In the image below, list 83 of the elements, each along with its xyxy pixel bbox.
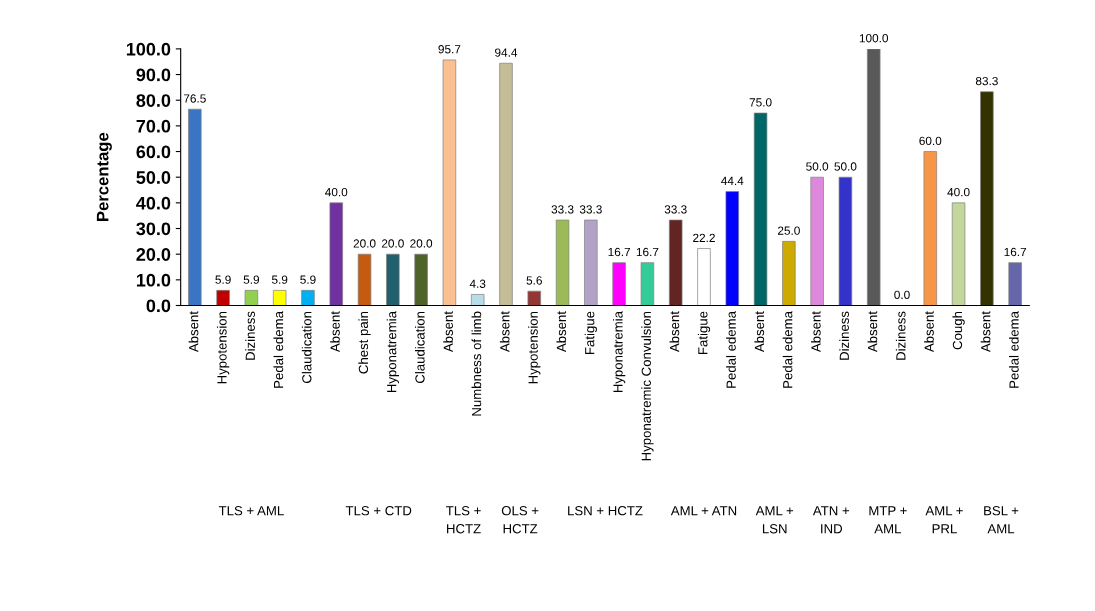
- x-tick-label: Pedal edema: [273, 311, 284, 388]
- x-tick-label: Pedal edema: [782, 311, 793, 388]
- y-tick-label: 50.0: [136, 171, 171, 184]
- data-label: 0.0: [894, 290, 910, 299]
- x-axis-title: AML + ATN: [670, 506, 737, 516]
- x-tick-label: Pedal edema: [726, 311, 736, 388]
- x-tick-label: Hypotension: [528, 311, 541, 384]
- y-axis-title: Percentage: [96, 132, 112, 221]
- y-tick-label: 20.0: [136, 248, 171, 261]
- data-label: 25.0: [777, 226, 800, 235]
- data-label: 33.3: [664, 205, 687, 214]
- x-tick-label: Claudication: [414, 311, 425, 383]
- data-label: 33.3: [579, 205, 602, 214]
- data-label: 5.9: [243, 275, 260, 284]
- x-axis-title: OLS + HCTZ: [501, 506, 539, 534]
- data-label: 20.0: [410, 239, 433, 248]
- data-label: 40.0: [947, 187, 970, 197]
- x-tick-label: Absent: [188, 311, 199, 353]
- y-tick-label: 100.0: [126, 42, 171, 56]
- data-label: 22.2: [693, 233, 715, 242]
- x-axis-title: LSN + HCTZ: [568, 506, 643, 516]
- x-tick-label: Pedal edema: [1009, 311, 1019, 388]
- x-tick-label: Absent: [499, 311, 510, 353]
- y-tick-label: 90.0: [136, 68, 171, 82]
- x-tick-label: Absent: [980, 311, 991, 353]
- x-tick-label: Hyponatremia: [386, 311, 399, 393]
- x-axis-title: AML + PRL: [925, 506, 963, 534]
- data-label: 40.0: [325, 187, 348, 197]
- x-axis-title: BSL + AML: [984, 506, 1019, 534]
- x-tick-label: Fatigue: [584, 311, 597, 354]
- data-label: 5.9: [271, 275, 288, 284]
- data-label: 44.4: [721, 176, 744, 185]
- x-tick-label: Absent: [443, 311, 453, 353]
- data-label: 75.0: [749, 98, 772, 107]
- data-label: 5.9: [300, 275, 316, 284]
- x-tick-label: Hypotension: [216, 311, 230, 384]
- x-tick-label: Hyponatremic Convulsion: [641, 311, 654, 461]
- x-tick-label: Diziness: [245, 311, 255, 360]
- x-axis-title: TLS + CTD: [345, 506, 412, 516]
- x-axis-title: TLS + HCTZ: [446, 506, 481, 534]
- data-label: 16.7: [608, 247, 631, 257]
- data-label: 16.7: [1004, 247, 1027, 257]
- data-label: 5.9: [215, 275, 231, 284]
- data-label: 20.0: [353, 239, 376, 248]
- x-axis-title: MTP + AML: [869, 506, 907, 534]
- x-tick-label: Absent: [867, 311, 878, 353]
- data-label: 16.7: [636, 247, 659, 257]
- data-label: 5.6: [526, 276, 542, 285]
- x-tick-label: Diziness: [895, 311, 906, 360]
- data-label: 94.4: [495, 48, 518, 57]
- x-tick-label: Fatigue: [697, 311, 711, 354]
- x-axis-title: AML + LSN: [755, 506, 794, 534]
- y-tick-label: 40.0: [136, 196, 171, 210]
- data-label: 100.0: [859, 34, 889, 43]
- data-label: 20.0: [381, 239, 404, 248]
- x-tick-label: Absent: [754, 311, 765, 353]
- y-tick-label: 70.0: [136, 119, 171, 133]
- x-tick-label: Absent: [556, 311, 567, 353]
- y-tick-label: 0.0: [146, 299, 171, 313]
- x-tick-label: Absent: [669, 311, 680, 353]
- y-tick-label: 30.0: [136, 222, 171, 236]
- data-label: 83.3: [975, 76, 998, 86]
- x-tick-label: Diziness: [839, 311, 849, 360]
- x-tick-label: Numbness of limb: [471, 311, 482, 416]
- x-tick-label: Absent: [330, 311, 340, 353]
- data-label: 76.5: [183, 94, 206, 103]
- data-label: 95.7: [438, 45, 461, 54]
- data-label: 33.3: [551, 205, 574, 214]
- x-tick-label: Absent: [810, 311, 821, 353]
- data-label: 4.3: [469, 279, 486, 288]
- y-tick-label: 10.0: [136, 273, 171, 287]
- x-tick-label: Hyponatremia: [612, 311, 626, 393]
- x-tick-label: Chest pain: [358, 311, 371, 374]
- y-tick-label: 80.0: [136, 94, 171, 107]
- data-label: 50.0: [834, 162, 857, 171]
- x-tick-label: Absent: [924, 311, 934, 353]
- x-tick-label: Cough: [952, 311, 965, 350]
- x-tick-label: Claudication: [301, 311, 312, 383]
- x-axis-title: ATN + IND: [812, 506, 850, 534]
- data-label: 50.0: [806, 162, 829, 171]
- data-label: 60.0: [919, 136, 942, 146]
- x-axis-title: TLS + AML: [218, 506, 284, 516]
- y-tick-label: 60.0: [136, 145, 171, 159]
